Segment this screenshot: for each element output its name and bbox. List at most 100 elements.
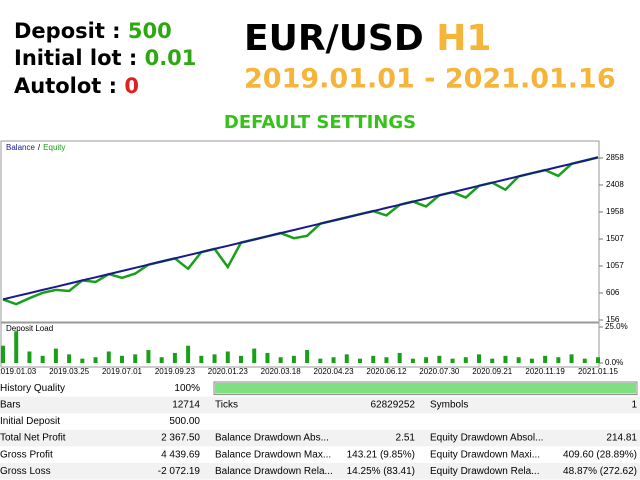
bar [14,331,19,363]
bar [331,357,336,363]
bar [120,355,124,363]
bar [556,357,561,363]
balance-frame [0,140,600,323]
bar [344,354,349,363]
x-tick-label: 2019.03.25 [49,367,90,376]
subtitle: DEFAULT SETTINGS [224,112,416,133]
cell-label: Symbols [430,400,468,411]
bar [67,354,72,363]
bar [596,357,600,363]
cell-label: Equity Drawdown Rela... [430,466,540,477]
deposit-label: Deposit : [14,19,121,43]
bar [384,357,389,363]
row-bg [0,429,640,447]
bar [490,358,495,363]
period: 2019.01.01 - 2021.01.16 [244,64,616,95]
bar [529,358,534,363]
autolot-value: 0 [124,74,139,98]
cell-label: History Quality [0,383,65,394]
lot-label: Initial lot : [14,46,137,70]
cell-value: 500.00 [169,416,200,427]
y-tick-label: 25.0% [605,322,628,331]
y-tick-label: 2408 [606,180,624,189]
cell-value: 4 439.69 [161,449,200,460]
bar [159,357,164,363]
x-tick-label: 2020.06.12 [366,367,407,376]
quality-bar [215,383,636,394]
bar [146,350,151,363]
cell-value: 1 [631,400,637,411]
legend: Balance / Equity [6,143,65,152]
deposit-value: 500 [128,19,172,43]
cell-label: Ticks [215,400,238,411]
legend-entry: Balance [6,143,35,152]
bar [53,348,58,363]
bar [291,355,296,363]
bar [569,354,574,363]
cell-label: Balance Drawdown Abs... [215,433,329,444]
cell-label: Balance Drawdown Rela... [215,466,333,477]
x-tick-label: 2021.01.15 [578,367,619,376]
autolot-label: Autolot : [14,74,117,98]
lot: Initial lot : 0.01 [14,46,196,70]
y-tick-label: 156 [606,315,620,324]
bar [27,351,32,363]
legend-entry: Equity [43,143,65,152]
cell-label: Balance Drawdown Max... [215,449,331,460]
y-tick-label: 1507 [606,234,624,243]
y-tick-label: 0.0% [605,358,623,367]
load-frame [0,322,600,368]
x-tick-label: 2020.01.23 [208,367,249,376]
x-tick-label: 2020.11.19 [525,367,565,376]
timeframe: H1 [436,18,491,59]
x-tick-label: 2020.09.21 [472,367,513,376]
bar [252,348,257,363]
bar [239,355,243,363]
cell-label: Total Net Profit [0,433,66,444]
y-tick-label: 606 [606,288,620,297]
bar [543,355,548,363]
bar [318,358,323,363]
bar [358,358,362,363]
y-tick-label: 1057 [606,261,624,270]
row-bg [0,396,640,414]
bar [133,354,138,363]
bar [305,350,310,363]
bar [199,355,204,363]
series-line [2,156,599,301]
bar [93,357,98,363]
bar [516,357,521,363]
bar [410,358,415,363]
symbol-line: EUR/USD H1 [244,18,491,59]
cell-value: 214.81 [606,433,637,444]
cell-label: Equity Drawdown Absol... [430,433,543,444]
bar [212,354,217,363]
bar [40,355,45,363]
series-line [2,156,599,306]
bar [186,345,191,363]
bar [463,357,468,363]
legend-separator: / [38,143,41,152]
bar [80,358,85,363]
row-bg [0,463,640,480]
x-tick-label: 2019.07.01 [102,367,143,376]
x-tick-label: 2020.04.23 [314,367,355,376]
cell-value: 100% [174,383,200,394]
bar [106,351,111,363]
bar [503,355,508,363]
x-tick-label: 2019.09.23 [155,367,196,376]
bar [265,352,270,363]
cell-value: 48.87% (272.62) [563,466,637,477]
bar [225,351,230,363]
chart-title: Deposit Load [6,324,53,333]
cell-value: 2.51 [396,433,416,444]
cell-value: 12714 [172,400,200,411]
bar [477,354,481,363]
x-tick-label: 2020.03.18 [261,367,302,376]
x-tick-label: 2019.01.03 [0,367,37,376]
cell-value: 2 367.50 [161,433,200,444]
cell-value: 143.21 (9.85%) [347,449,415,460]
cell-value: -2 072.19 [158,466,201,477]
cell-label: Gross Profit [0,449,53,460]
cell-value: 62829252 [371,400,416,411]
